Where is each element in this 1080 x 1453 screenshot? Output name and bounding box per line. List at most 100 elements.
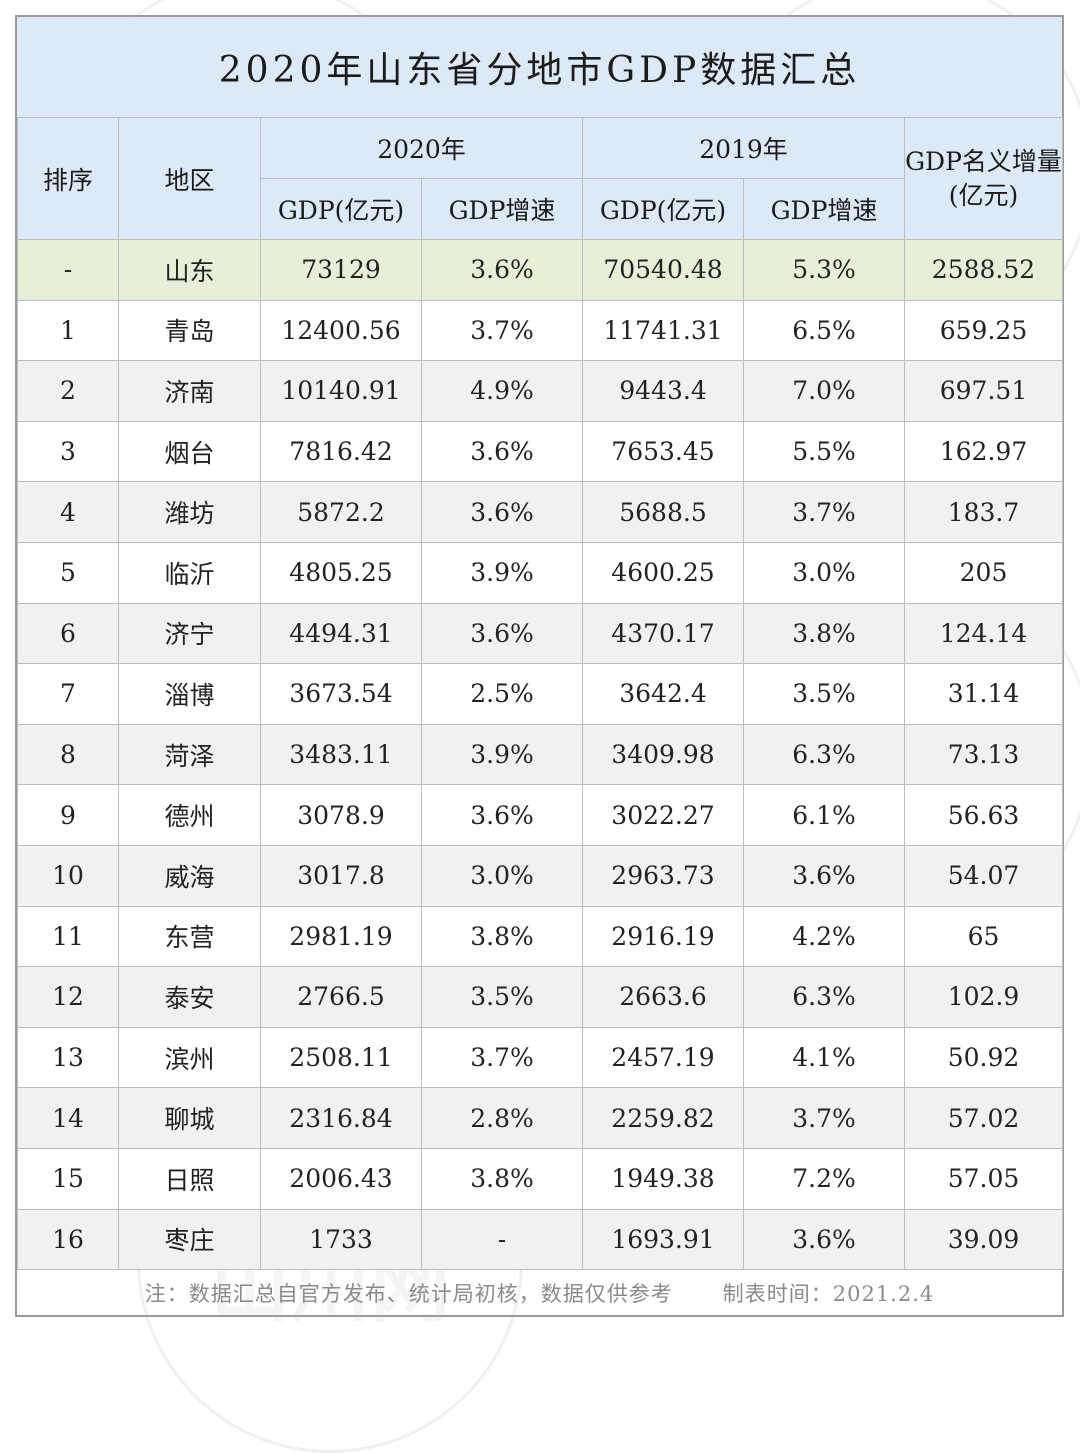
cell-gdp-increase: 162.97: [904, 420, 1063, 483]
cell-gdp-2019: 7653.45: [582, 420, 744, 483]
cell-gdp-increase: 102.9: [904, 966, 1063, 1028]
cell-rank: 16: [17, 1208, 119, 1271]
cell-gdp-2020: 1733: [260, 1208, 422, 1271]
cell-gdp-increase: 57.02: [904, 1087, 1063, 1149]
cell-gdp-2020: 2316.84: [260, 1087, 422, 1149]
cell-gdp-increase: 31.14: [904, 663, 1063, 725]
cell-region: 滨州: [118, 1026, 261, 1089]
cell-gdp-2020: 73129: [260, 239, 422, 301]
table-row: 2 济南 10140.91 4.9% 9443.4 7.0% 697.51: [17, 360, 1063, 422]
cell-gdp-increase: 73.13: [904, 723, 1063, 786]
cell-rate-2019: 3.7%: [743, 1087, 905, 1149]
cell-gdp-increase: 205: [904, 541, 1063, 604]
header-rank: 排序: [17, 117, 119, 240]
cell-rate-2020: 3.6%: [421, 784, 583, 846]
cell-gdp-2020: 4805.25: [260, 541, 422, 604]
cell-rate-2020: 3.8%: [421, 1147, 583, 1210]
cell-gdp-2019: 2663.6: [582, 966, 744, 1028]
cell-gdp-2019: 9443.4: [582, 360, 744, 422]
header-rate-2020: GDP增速: [421, 178, 583, 240]
table-row: 12 泰安 2766.5 3.5% 2663.6 6.3% 102.9: [17, 966, 1063, 1028]
footnote-note: 注：数据汇总自官方发布、统计局初核，数据仅供参考: [144, 1282, 673, 1306]
table-body: - 山东 73129 3.6% 70540.48 5.3% 2588.52 1 青岛 12400.…: [17, 239, 1063, 1271]
table-row: 4 潍坊 5872.2 3.6% 5688.5 3.7% 183.7: [17, 481, 1063, 543]
cell-rank: -: [17, 239, 119, 301]
table-row: 5 临沂 4805.25 3.9% 4600.25 3.0% 205: [17, 541, 1063, 604]
cell-gdp-increase: 56.63: [904, 784, 1063, 846]
cell-rate-2020: 3.6%: [421, 481, 583, 543]
cell-gdp-increase: 65: [904, 905, 1063, 968]
header-region: 地区: [118, 117, 261, 240]
cell-rank: 7: [17, 663, 119, 725]
cell-gdp-2019: 3409.98: [582, 723, 744, 786]
cell-rank: 9: [17, 784, 119, 846]
header-gdp-2020: GDP(亿元): [260, 178, 422, 240]
cell-gdp-increase: 39.09: [904, 1208, 1063, 1271]
cell-region: 东营: [118, 905, 261, 968]
cell-gdp-increase: 183.7: [904, 481, 1063, 543]
cell-rate-2019: 3.8%: [743, 602, 905, 665]
table-row: 3 烟台 7816.42 3.6% 7653.45 5.5% 162.97: [17, 420, 1063, 483]
cell-rate-2019: 6.1%: [743, 784, 905, 846]
cell-rate-2019: 6.3%: [743, 966, 905, 1028]
table-row: 13 滨州 2508.11 3.7% 2457.19 4.1% 50.92: [17, 1026, 1063, 1089]
cell-gdp-increase: 2588.52: [904, 239, 1063, 301]
cell-region: 德州: [118, 784, 261, 846]
cell-rank: 10: [17, 844, 119, 907]
cell-rank: 14: [17, 1087, 119, 1149]
cell-region: 临沂: [118, 541, 261, 604]
table-row: 15 日照 2006.43 3.8% 1949.38 7.2% 57.05: [17, 1147, 1063, 1210]
cell-rate-2019: 5.3%: [743, 239, 905, 301]
cell-region: 菏泽: [118, 723, 261, 786]
cell-rate-2019: 3.0%: [743, 541, 905, 604]
cell-rate-2020: 3.8%: [421, 905, 583, 968]
cell-gdp-2020: 5872.2: [260, 481, 422, 543]
cell-gdp-2020: 3078.9: [260, 784, 422, 846]
cell-rate-2020: 3.7%: [421, 299, 583, 362]
cell-region: 日照: [118, 1147, 261, 1210]
cell-gdp-2019: 4600.25: [582, 541, 744, 604]
cell-rank: 8: [17, 723, 119, 786]
cell-gdp-2020: 3017.8: [260, 844, 422, 907]
cell-gdp-2020: 12400.56: [260, 299, 422, 362]
cell-region: 山东: [118, 239, 261, 301]
cell-rank: 3: [17, 420, 119, 483]
cell-rank: 4: [17, 481, 119, 543]
cell-rate-2020: 3.9%: [421, 541, 583, 604]
cell-region: 泰安: [118, 966, 261, 1028]
cell-gdp-increase: 54.07: [904, 844, 1063, 907]
header-year-2020: 2020年: [260, 117, 583, 179]
cell-rate-2020: 2.8%: [421, 1087, 583, 1149]
table-row: 11 东营 2981.19 3.8% 2916.19 4.2% 65: [17, 905, 1063, 968]
cell-rate-2020: 3.5%: [421, 966, 583, 1028]
cell-gdp-increase: 659.25: [904, 299, 1063, 362]
cell-gdp-2019: 70540.48: [582, 239, 744, 301]
cell-rank: 12: [17, 966, 119, 1028]
cell-region: 聊城: [118, 1087, 261, 1149]
cell-region: 青岛: [118, 299, 261, 362]
cell-gdp-increase: 697.51: [904, 360, 1063, 422]
header-gdp-increase: GDP名义增量(亿元): [904, 117, 1063, 240]
cell-gdp-2019: 2916.19: [582, 905, 744, 968]
cell-gdp-increase: 50.92: [904, 1026, 1063, 1089]
cell-rate-2020: 3.6%: [421, 239, 583, 301]
cell-rank: 11: [17, 905, 119, 968]
cell-gdp-2019: 11741.31: [582, 299, 744, 362]
cell-rate-2020: 3.0%: [421, 844, 583, 907]
header-rate-2019: GDP增速: [743, 178, 905, 240]
cell-rate-2019: 4.1%: [743, 1026, 905, 1089]
cell-rate-2020: 2.5%: [421, 663, 583, 725]
cell-rate-2020: 3.6%: [421, 602, 583, 665]
cell-region: 济宁: [118, 602, 261, 665]
cell-rate-2019: 7.2%: [743, 1147, 905, 1210]
cell-rate-2020: 3.9%: [421, 723, 583, 786]
cell-gdp-increase: 57.05: [904, 1147, 1063, 1210]
cell-region: 威海: [118, 844, 261, 907]
table-row: 1 青岛 12400.56 3.7% 11741.31 6.5% 659.25: [17, 299, 1063, 362]
cell-rank: 1: [17, 299, 119, 362]
cell-rate-2019: 3.5%: [743, 663, 905, 725]
cell-rate-2020: 3.6%: [421, 420, 583, 483]
gdp-table: 排序 地区 2020年 2019年 GDP名义增量(亿元) GDP(亿元) GD…: [17, 117, 1063, 1271]
table-row-province: - 山东 73129 3.6% 70540.48 5.3% 2588.52: [17, 239, 1063, 301]
cell-rank: 5: [17, 541, 119, 604]
